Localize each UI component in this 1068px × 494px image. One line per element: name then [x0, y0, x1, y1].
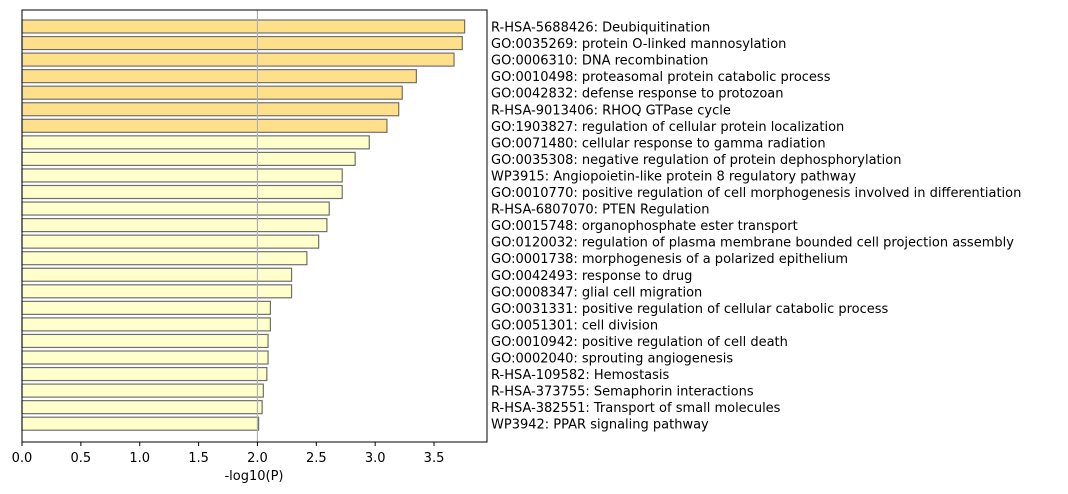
bar: [21, 350, 269, 365]
bar: [21, 333, 269, 349]
bar: [21, 400, 263, 415]
x-tick-label: 2.5: [306, 451, 327, 466]
category-label: GO:0031331: positive regulation of cellu…: [491, 302, 889, 317]
x-tick-label: 3.5: [424, 451, 445, 466]
category-label: GO:0002040: sprouting angiogenesis: [491, 352, 733, 367]
bar: [21, 52, 455, 67]
bar: [21, 383, 264, 398]
category-label: WP3942: PPAR signaling pathway: [491, 418, 709, 433]
x-tick-label: 1.5: [188, 451, 209, 466]
category-label: GO:0015748: organophosphate ester transp…: [491, 219, 798, 234]
category-label: GO:0001738: morphogenesis of a polarized…: [491, 252, 848, 267]
bar: [21, 300, 271, 315]
bar: [21, 151, 356, 166]
category-label: GO:0035269: protein O-linked mannosylati…: [491, 37, 786, 52]
category-label: GO:0051301: cell division: [491, 318, 658, 333]
category-label: GO:0010770: positive regulation of cell …: [491, 186, 1021, 201]
axes-frame: [21, 9, 488, 443]
category-label: GO:0120032: regulation of plasma membran…: [491, 236, 1014, 251]
x-axis-label: -log10(P): [224, 469, 283, 484]
category-label: WP3915: Angiopoietin-like protein 8 regu…: [491, 169, 856, 184]
category-label: R-HSA-373755: Semaphorin interactions: [491, 385, 754, 400]
bar: [21, 218, 328, 233]
bar: [21, 168, 343, 183]
x-tick-label: 0.0: [12, 451, 33, 466]
bar: [21, 416, 260, 431]
category-label: R-HSA-109582: Hemostasis: [491, 368, 670, 383]
category-label: R-HSA-382551: Transport of small molecul…: [491, 401, 781, 416]
bar: [21, 118, 388, 133]
bar: [21, 184, 343, 200]
x-tick-label: 1.0: [129, 451, 150, 466]
bar: [21, 284, 293, 299]
category-label: GO:0035308: negative regulation of prote…: [491, 153, 901, 168]
bar: [21, 135, 370, 150]
x-tick-label: 3.0: [365, 451, 386, 466]
category-label: GO:0042832: defense response to protozoa…: [491, 87, 784, 102]
category-label: GO:0010942: positive regulation of cell …: [491, 335, 788, 350]
bar: [21, 234, 320, 249]
category-label: GO:0006310: DNA recombination: [491, 54, 708, 69]
bar: [21, 317, 271, 332]
bar: [21, 251, 308, 266]
x-tick-label: 0.5: [71, 451, 92, 466]
bar: [21, 267, 293, 282]
x-axis-ticks: 0.0 0.5 1.0 1.5 2.0 2.5 3.0 3.5: [12, 442, 445, 466]
x-tick-label: 2.0: [247, 451, 268, 466]
bar: [21, 35, 463, 51]
bar: [21, 366, 268, 382]
bars-group: [21, 19, 466, 431]
category-label: GO:0042493: response to drug: [491, 269, 692, 284]
category-label: GO:0071480: cellular response to gamma r…: [491, 136, 826, 151]
category-label: GO:0008347: glial cell migration: [491, 285, 702, 300]
category-label: GO:0010498: proteasomal protein cataboli…: [491, 70, 831, 85]
category-label: GO:1903827: regulation of cellular prote…: [491, 120, 844, 135]
bar: [21, 201, 330, 216]
category-label: R-HSA-9013406: RHOQ GTPase cycle: [491, 103, 731, 118]
category-labels: R-HSA-5688426: DeubiquitinationGO:003526…: [491, 21, 1021, 433]
bar: [21, 102, 400, 117]
bar: [21, 69, 417, 84]
bar: [21, 85, 403, 100]
category-label: R-HSA-6807070: PTEN Regulation: [491, 203, 709, 218]
category-label: R-HSA-5688426: Deubiquitination: [491, 21, 710, 36]
bar: [21, 19, 466, 34]
